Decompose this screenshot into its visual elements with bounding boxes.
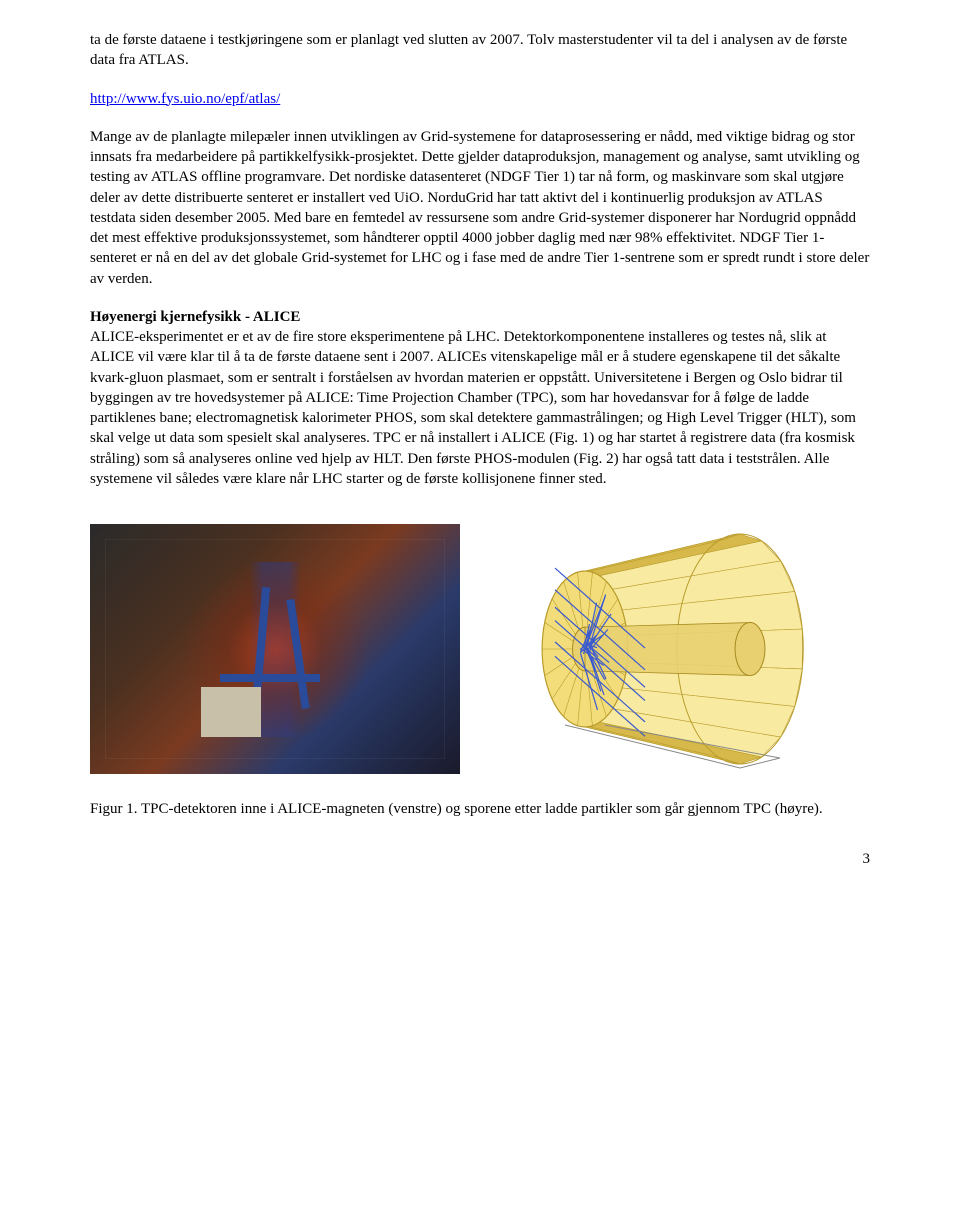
link-paragraph: http://www.fys.uio.no/epf/atlas/ <box>90 89 870 109</box>
figure-1-container <box>90 519 870 779</box>
section-heading: Høyenergi kjernefysikk - ALICE <box>90 309 300 325</box>
figure-1-left-photo <box>90 524 460 774</box>
figure-1-right-schematic <box>490 519 820 779</box>
page-number: 3 <box>90 849 870 869</box>
figure-1-caption: Figur 1. TPC-detektoren inne i ALICE-mag… <box>90 799 870 819</box>
paragraph-grid: Mange av de planlagte milepæler innen ut… <box>90 127 870 289</box>
atlas-link[interactable]: http://www.fys.uio.no/epf/atlas/ <box>90 91 280 107</box>
paragraph-intro: ta de første dataene i testkjøringene so… <box>90 30 870 71</box>
section-alice: Høyenergi kjernefysikk - ALICE ALICE-eks… <box>90 307 870 489</box>
section-body: ALICE-eksperimentet er et av de fire sto… <box>90 329 856 487</box>
